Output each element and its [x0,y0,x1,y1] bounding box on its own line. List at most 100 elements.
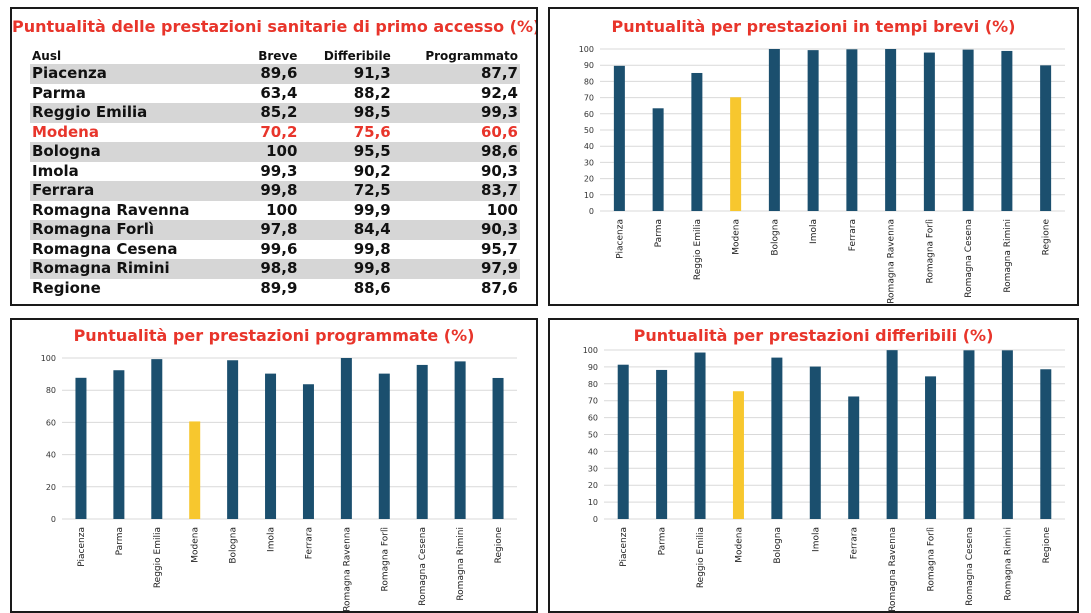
y-tick-label: 70 [588,397,598,406]
bar [1040,65,1052,211]
table-cell-ausl: Imola [32,161,79,180]
y-tick-label: 100 [579,45,594,54]
y-tick-label: 60 [46,418,56,427]
table-cell-value: 95,5 [299,142,393,162]
x-tick-label: Bologna [773,527,783,564]
x-tick-label: Piacenza [619,527,629,567]
bar [732,391,744,519]
x-tick-label: Romagna Forlì [380,527,390,592]
table-cell-value: 98,8 [242,259,300,279]
y-tick-label: 40 [588,447,598,456]
table-cell-value: 99,9 [353,200,391,219]
x-tick-label: Romagna Ravenna [888,527,898,611]
x-tick-label: Reggio Emilia [696,527,706,588]
table-cell-ausl: Parma [32,83,86,102]
table-cell-value: 100 [486,200,518,219]
chart-title-differibili: Puntualità per prestazioni differibili (… [633,326,994,345]
y-tick-label: 70 [584,94,594,103]
table-cell-value: 90,3 [392,220,520,240]
table-header-row: Ausl Breve Differibile Programmato [30,49,520,64]
column-header-differibile: Differibile [323,49,391,63]
table-cell-value: 90,3 [480,161,518,180]
x-tick-label: Imola [809,219,819,244]
x-tick-label: Reggio Emilia [153,527,163,588]
x-tick-label: Regione [1042,527,1052,564]
x-tick-label: Romagna Ravenna [342,527,352,611]
table-cell-value: 95,7 [480,239,518,258]
bar [694,352,706,519]
x-tick-label: Parma [654,219,664,247]
chart-panel-brevi: Puntualità per prestazioni in tempi brev… [548,7,1079,306]
x-tick-label: Ferrara [848,219,858,251]
bar [189,421,201,519]
bar [340,358,352,519]
bar [963,350,975,519]
bar [113,370,125,519]
table-cell-ausl: Romagna Forlì [30,220,243,240]
table-cell-value: 87,7 [392,64,520,84]
y-tick-label: 10 [584,191,594,200]
chart-panel-differibili: Puntualità per prestazioni differibili (… [548,318,1079,613]
bar [771,357,783,519]
y-tick-label: 20 [588,481,598,490]
table-cell-value: 99,8 [242,181,300,201]
x-tick-label: Modena [732,219,742,255]
table-cell-value: 99,8 [299,259,393,279]
table-row: Modena 70,2 75,6 60,6 [30,123,520,143]
bar [302,384,314,519]
table-row: Parma 63,4 88,2 92,4 [30,84,520,104]
table-cell-value: 75,6 [353,122,391,141]
x-tick-label: Parma [115,527,125,555]
table-cell-ausl: Romagna Ravenna [32,200,190,219]
bar [809,366,821,519]
bar [1001,350,1013,519]
table-cell-value: 99,3 [260,161,298,180]
table-cell-ausl: Romagna Cesena [32,239,178,258]
y-tick-label: 0 [593,515,598,524]
x-tick-label: Modena [734,527,744,563]
table-cell-value: 100 [242,142,300,162]
y-tick-label: 30 [588,464,598,473]
table-cell-ausl: Regione [32,278,101,297]
x-tick-label: Romagna Forlì [925,219,935,284]
chart-programmate: 0 20 40 60 80 100 Piacenza Parma Reggio Emilia Mo… [41,354,517,611]
table-cell-value: 89,9 [260,278,298,297]
table-cell-value: 100 [266,200,298,219]
y-tick-label: 60 [584,110,594,119]
table-cell-value: 83,7 [392,181,520,201]
table-cell-value: 85,2 [242,103,300,123]
table-row: Regione 89,9 88,6 87,6 [30,279,520,299]
bar [652,108,664,211]
bar [962,49,974,212]
table-cell-value: 92,4 [480,83,518,102]
table-cell-ausl: Piacenza [30,64,243,84]
bar [846,49,858,211]
table-row: Romagna Ravenna 100 99,9 100 [30,201,520,221]
table-cell-ausl: Bologna [30,142,243,162]
table-cell-value: 63,4 [260,83,298,102]
x-tick-label: Romagna Rimini [456,527,466,601]
y-tick-label: 20 [46,483,56,492]
chart-panel-programmate: Puntualità per prestazioni programmate (… [10,318,538,613]
x-tick-label: Romagna Ravenna [887,219,897,304]
x-tick-label: Ferrara [850,527,860,559]
bar [151,359,163,519]
y-tick-label: 50 [588,431,598,440]
y-tick-label: 90 [588,363,598,372]
x-tick-label: Piacenza [77,527,87,567]
table-cell-value: 99,6 [260,239,298,258]
column-header-programmato: Programmato [425,49,518,63]
bar [885,49,897,211]
table-cell-value: 97,9 [392,259,520,279]
bar [656,369,668,519]
table-row: Reggio Emilia 85,2 98,5 99,3 [30,103,520,123]
table-cell-value: 99,8 [353,239,391,258]
bar [925,376,937,519]
y-tick-label: 40 [46,451,56,460]
chart-title-programmate: Puntualità per prestazioni programmate (… [73,326,475,345]
x-tick-label: Modena [191,527,201,563]
bar [1040,369,1052,519]
table-cell-value: 98,5 [299,103,393,123]
x-tick-label: Romagna Rimini [1003,527,1013,601]
x-tick-label: Bologna [229,527,239,564]
